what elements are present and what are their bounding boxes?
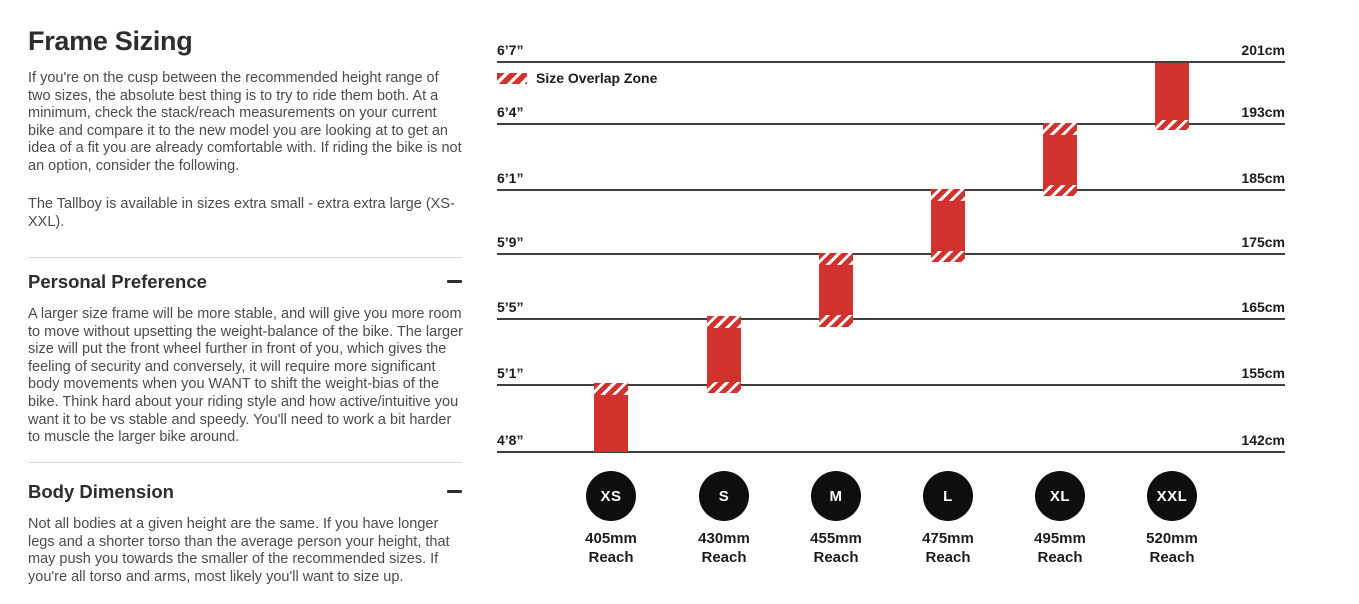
info-column: Frame Sizing If you're on the cusp betwe… (28, 0, 463, 604)
size-bar-xl-overlap-zone (1043, 123, 1077, 135)
availability-paragraph: The Tallboy is available in sizes extra … (28, 196, 455, 230)
height-label-metric: 155cm (1241, 365, 1285, 381)
reach-label-xxl: 520mm Reach (1146, 530, 1198, 566)
size-badge-s: S (699, 471, 749, 521)
height-gridline (497, 61, 1285, 63)
reach-label-s: 430mm Reach (698, 530, 750, 566)
intro-paragraph: If you're on the cusp between the recomm… (28, 70, 462, 174)
height-gridline (497, 384, 1285, 386)
size-bar-l-overlap-zone (931, 251, 965, 262)
size-bar-s (707, 328, 741, 382)
size-badge-m: M (811, 471, 861, 521)
section-title: Body Dimension (28, 481, 174, 502)
height-label-metric: 193cm (1241, 104, 1285, 120)
section-title: Personal Preference (28, 271, 207, 292)
height-gridline (497, 253, 1285, 255)
accordion-header-personal-preference[interactable]: Personal Preference (28, 271, 462, 295)
size-badge-l: L (923, 471, 973, 521)
height-label-metric: 142cm (1241, 432, 1285, 448)
height-label-imperial: 4’8” (497, 432, 524, 448)
height-label-metric: 201cm (1241, 42, 1285, 58)
height-label-imperial: 6’7” (497, 42, 524, 58)
height-gridline (497, 451, 1285, 453)
height-label-imperial: 6’1” (497, 170, 524, 186)
personal-preference-paragraph: A larger size frame will be more stable,… (28, 306, 463, 446)
size-bar-xs-overlap-zone (594, 383, 628, 395)
accordion-header-body-dimension[interactable]: Body Dimension (28, 481, 462, 505)
size-badge-xl: XL (1035, 471, 1085, 521)
height-label-imperial: 5’9” (497, 234, 524, 250)
body-dimension-paragraph: Not all bodies at a given height are the… (28, 516, 450, 585)
size-bar-l (931, 201, 965, 251)
size-bar-xxl-overlap-zone (1155, 120, 1189, 130)
section-divider (28, 257, 462, 258)
reach-label-xl: 495mm Reach (1034, 530, 1086, 566)
chart-legend: Size Overlap Zone (497, 70, 657, 86)
size-bar-m (819, 265, 853, 315)
collapse-minus-icon[interactable] (447, 490, 462, 493)
reach-label-xs: 405mm Reach (585, 530, 637, 566)
size-badge-xxl: XXL (1147, 471, 1197, 521)
size-badge-xs: XS (586, 471, 636, 521)
height-label-imperial: 6’4” (497, 104, 524, 120)
size-bar-s-overlap-zone (707, 382, 741, 393)
size-overlap-hatch-icon (497, 72, 527, 84)
section-divider (28, 462, 462, 463)
height-label-metric: 165cm (1241, 299, 1285, 315)
height-label-imperial: 5’5” (497, 299, 524, 315)
size-bar-s-overlap-zone (707, 316, 741, 328)
page-title: Frame Sizing (28, 26, 193, 56)
height-label-imperial: 5’1” (497, 365, 524, 381)
collapse-minus-icon[interactable] (447, 280, 462, 283)
legend-label: Size Overlap Zone (536, 70, 658, 86)
height-gridline (497, 189, 1285, 191)
frame-sizing-chart: Size Overlap Zone 6’7” 201cm 6’4” 193cm 6’1”… (497, 0, 1285, 604)
size-bar-l-overlap-zone (931, 189, 965, 201)
size-bar-xl (1043, 135, 1077, 185)
size-bar-xxl (1155, 63, 1189, 120)
reach-label-l: 475mm Reach (922, 530, 974, 566)
size-bar-xl-overlap-zone (1043, 185, 1077, 196)
height-label-metric: 175cm (1241, 234, 1285, 250)
height-gridline (497, 123, 1285, 125)
size-bar-m-overlap-zone (819, 315, 853, 327)
height-label-metric: 185cm (1241, 170, 1285, 186)
size-bar-m-overlap-zone (819, 253, 853, 265)
height-gridline (497, 318, 1285, 320)
reach-label-m: 455mm Reach (810, 530, 862, 566)
size-bar-xs (594, 395, 628, 452)
